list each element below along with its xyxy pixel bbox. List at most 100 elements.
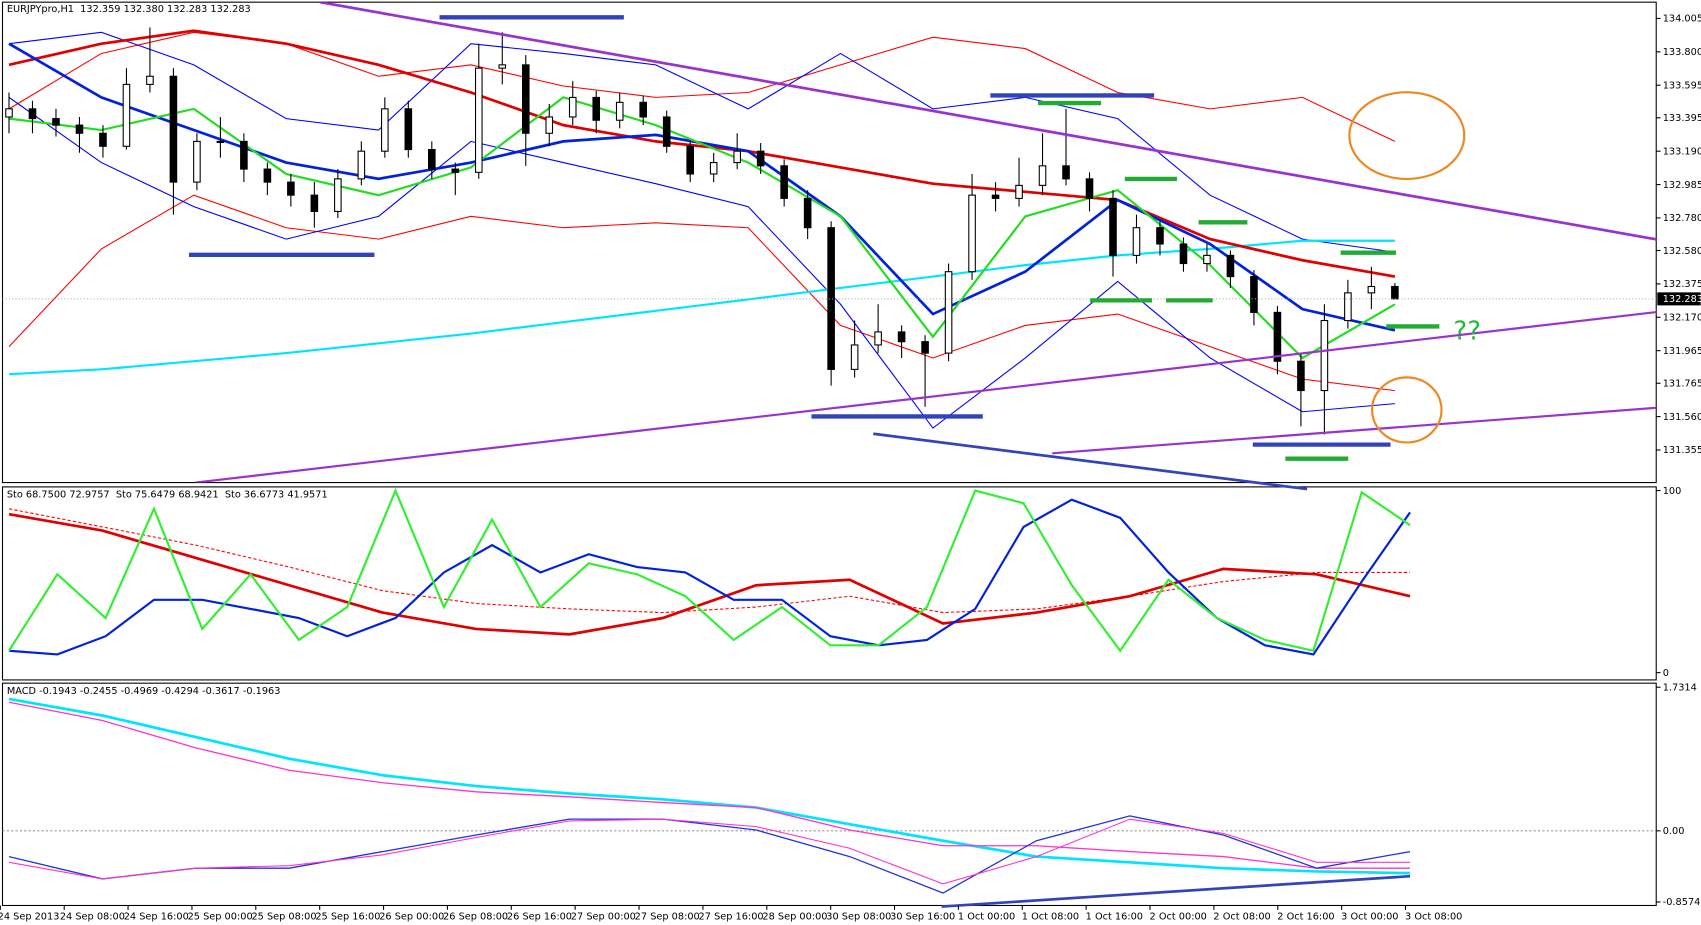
x-tick-label: 30 Sep 08:00 <box>826 912 891 923</box>
y-tick-label: 100 <box>1663 486 1682 497</box>
y-tick-label: 133.800 <box>1663 47 1701 58</box>
price-panel <box>1 1 1657 484</box>
candle-body <box>99 132 107 147</box>
x-tick-label: 24 Sep 08:00 <box>60 912 125 923</box>
candle-body <box>451 168 460 173</box>
indicator-line <box>8 701 1411 869</box>
x-tick-label: 3 Oct 00:00 <box>1341 912 1398 923</box>
y-tick-label: 133.190 <box>1663 146 1701 157</box>
y-tick-label: 0 <box>1663 668 1669 679</box>
y-tick-label: 134.005 <box>1663 14 1701 25</box>
candle-body <box>733 150 741 164</box>
x-tick-label: 26 Sep 16:00 <box>507 912 572 923</box>
candle-body <box>968 194 976 273</box>
stochastic-panel <box>1 486 1657 681</box>
candle-body <box>615 101 624 121</box>
indicator-line <box>8 508 1411 614</box>
price-label: 132.283 <box>1663 294 1701 305</box>
candle-body <box>404 108 413 151</box>
candle-body <box>921 341 929 354</box>
candle-body <box>334 178 342 212</box>
candle-body <box>639 101 648 118</box>
drawings <box>189 2 1657 483</box>
candle-body <box>1344 292 1352 322</box>
candle-body <box>686 145 694 175</box>
price-plot <box>2 27 1657 435</box>
x-tick-label: 25 Sep 00:00 <box>188 912 253 923</box>
y-tick-label: 1.7314 <box>1663 682 1697 693</box>
candle-body <box>263 168 272 183</box>
macd-plot <box>2 697 1657 894</box>
indicator-line <box>8 498 1411 656</box>
candle-body <box>709 162 718 175</box>
candle-body <box>545 116 554 134</box>
y-tick-label: 0.00 <box>1663 826 1685 837</box>
candle-body <box>193 140 201 183</box>
candle-body <box>287 181 295 196</box>
annotation: ?? <box>1453 316 1481 346</box>
candle-body <box>1250 276 1258 313</box>
candle-body <box>780 165 788 199</box>
candle-body <box>474 67 483 173</box>
candle-body <box>1226 254 1235 278</box>
candle-body <box>1085 178 1094 199</box>
candle-body <box>803 197 812 229</box>
candle-body <box>1297 360 1305 392</box>
trend-line <box>1052 406 1657 455</box>
indicator-line <box>8 31 1395 253</box>
candle-body <box>28 108 37 120</box>
candle-body <box>1391 285 1399 300</box>
indicator-line <box>8 487 1411 653</box>
candle-body <box>310 194 319 212</box>
candle-body <box>756 150 765 167</box>
indicator-line <box>8 96 1396 360</box>
price-label-box <box>1657 292 1701 306</box>
candle-body <box>1132 227 1141 256</box>
candle-body <box>592 96 601 121</box>
candle-body <box>662 116 671 147</box>
candle-body <box>568 96 577 118</box>
candle-body <box>1156 227 1164 245</box>
y-tick-label: -0.8574 <box>1663 897 1701 908</box>
x-tick-label: 24 Sep 2013 <box>0 912 59 923</box>
y-tick-label: 131.765 <box>1663 378 1701 389</box>
x-tick-label: 2 Oct 16:00 <box>1277 912 1334 923</box>
stochastic-header: Sto 68.7500 72.9757 Sto 75.6479 68.9421 … <box>7 490 328 501</box>
candle-body <box>1109 197 1117 256</box>
y-tick-label: 133.395 <box>1663 113 1701 124</box>
x-tick-label: 24 Sep 16:00 <box>124 912 189 923</box>
candle-body <box>381 108 389 152</box>
candle-body <box>122 83 131 147</box>
candle-body <box>1062 165 1070 180</box>
y-tick-label: 132.375 <box>1663 279 1701 290</box>
y-tick-label: 133.595 <box>1663 80 1701 91</box>
y-tick-label: 131.355 <box>1663 445 1701 456</box>
divergence-line <box>873 432 1308 491</box>
macd-panel <box>1 682 1657 907</box>
candle-body <box>498 64 507 69</box>
highlight-circle <box>1348 91 1466 181</box>
macd-header: MACD -0.1943 -0.2455 -0.4969 -0.4294 -0.… <box>7 686 281 697</box>
x-tick-label: 26 Sep 00:00 <box>379 912 444 923</box>
candle-body <box>146 75 154 85</box>
x-tick-label: 3 Oct 08:00 <box>1405 912 1462 923</box>
candle-body <box>428 149 436 170</box>
indicator-line <box>8 29 1396 278</box>
x-tick-label: 1 Oct 16:00 <box>1086 912 1143 923</box>
x-tick-label: 1 Oct 08:00 <box>1022 912 1079 923</box>
y-tick-label: 131.560 <box>1663 412 1701 423</box>
y-tick-label: 132.985 <box>1663 180 1701 191</box>
indicator-line <box>8 96 1395 429</box>
stochastic-plot <box>8 487 1411 656</box>
x-tick-label: 25 Sep 16:00 <box>315 912 380 923</box>
x-tick-label: 2 Oct 08:00 <box>1213 912 1270 923</box>
candle-body <box>52 118 60 126</box>
indicator-line <box>8 818 1411 885</box>
candle-body <box>1038 165 1047 186</box>
green-marks <box>1038 100 1440 329</box>
y-tick-label: 131.965 <box>1663 346 1701 357</box>
y-tick-label: 132.780 <box>1663 213 1701 224</box>
candle-body <box>897 331 906 343</box>
